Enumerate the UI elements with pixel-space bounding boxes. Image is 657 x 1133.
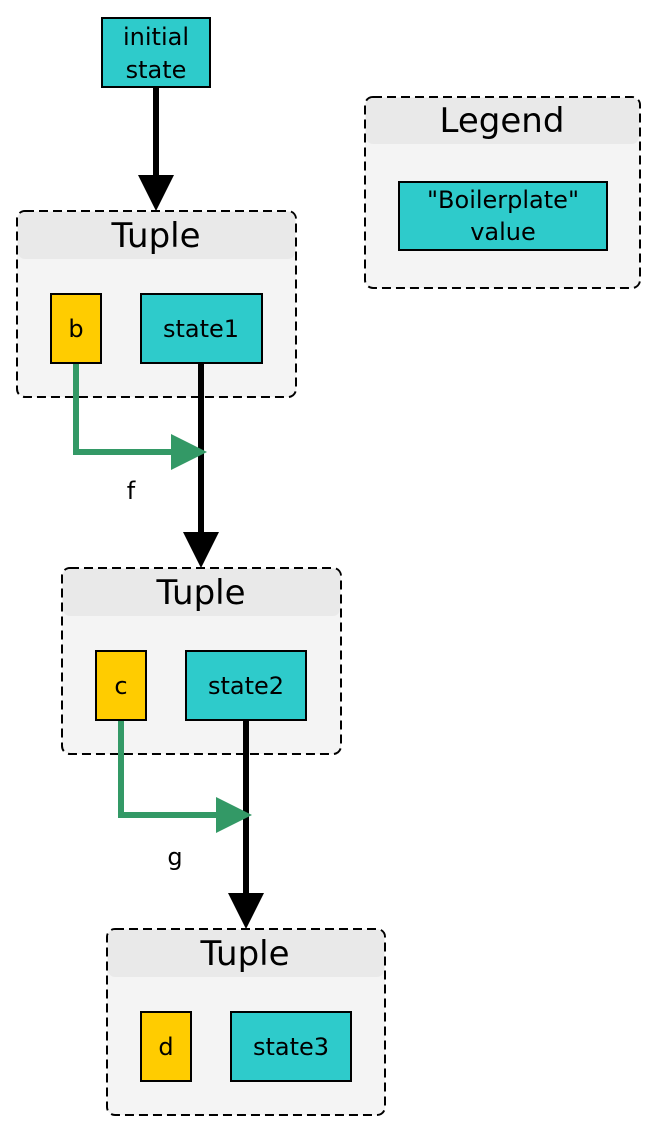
tuple-2-state-label: state2 (208, 672, 284, 700)
legend-boilerplate-line2: value (470, 218, 536, 246)
tuple-1-value-box (50, 293, 102, 364)
tuple-2-value-label: c (114, 672, 127, 700)
tuple-3-title: Tuple (199, 934, 289, 974)
tuple-3-value-label: d (158, 1033, 173, 1061)
legend-boilerplate-swatch (398, 181, 608, 251)
tuple-3-value-box (140, 1011, 192, 1082)
legend: Legend "Boilerplate" value (364, 96, 641, 289)
tuple-1: Tuple b state1 (16, 210, 297, 398)
tuple-1-state-label: state1 (163, 315, 239, 343)
tuple-1-title: Tuple (110, 216, 200, 256)
tuple-2-state-box (185, 650, 307, 721)
b-into-f-arrow (73, 364, 207, 470)
initial-state-line2: state (126, 56, 187, 84)
tuple-1-value-label: b (68, 315, 83, 343)
tuple-3-state-box (230, 1011, 352, 1082)
legend-title: Legend (440, 101, 565, 141)
c-into-g-arrow (118, 721, 252, 833)
tuple-3-state-label: state3 (253, 1033, 329, 1061)
function-g-label: g (167, 843, 182, 871)
tuple-3: Tuple d state3 (106, 928, 386, 1116)
tuple-2-value-box (95, 650, 147, 721)
tuple-2-title: Tuple (155, 573, 245, 613)
tuple-2: Tuple c state2 (61, 567, 342, 755)
initial-state-line1: initial (123, 23, 189, 51)
tuple-1-state-box (140, 293, 263, 364)
function-f-label: f (127, 477, 136, 505)
initial-state-node: initial state (101, 17, 211, 88)
legend-boilerplate-line1: "Boilerplate" (427, 186, 579, 214)
